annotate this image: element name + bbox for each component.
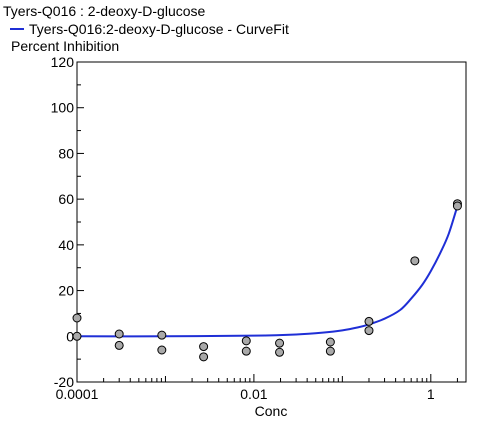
x-axis: 0.0001 0.01 1 <box>56 374 458 402</box>
y-tick-label: 40 <box>58 237 74 253</box>
data-point <box>241 346 251 356</box>
data-point <box>364 316 374 326</box>
y-tick-label: 100 <box>51 100 75 116</box>
data-point <box>275 347 285 357</box>
y-tick-label: 80 <box>58 145 74 161</box>
x-tick-label: 1 <box>427 386 435 402</box>
data-point <box>157 330 167 340</box>
data-point <box>325 346 335 356</box>
legend-entry-curvefit: Tyers-Q016:2-deoxy-D-glucose - CurveFit <box>29 21 289 37</box>
data-point <box>72 313 82 323</box>
x-tick-label: 0.0001 <box>56 386 99 402</box>
legend: Tyers-Q016:2-deoxy-D-glucose - CurveFit <box>10 21 289 37</box>
y-axis-label: Percent Inhibition <box>11 38 119 54</box>
data-point <box>275 338 285 348</box>
data-point <box>114 329 124 339</box>
data-point <box>410 256 420 266</box>
plot-area <box>76 61 467 383</box>
data-point <box>157 345 167 355</box>
data-point <box>114 340 124 350</box>
y-tick-label: 0 <box>66 328 74 344</box>
data-point <box>199 342 209 352</box>
y-tick-label: -20 <box>54 374 74 390</box>
x-axis-label: Conc <box>255 403 288 419</box>
y-tick-label: 120 <box>51 54 75 70</box>
y-tick-label: 60 <box>58 191 74 207</box>
data-point <box>199 352 209 362</box>
y-axis: -20 0 20 40 60 80 100 120 <box>51 54 84 390</box>
data-point <box>325 337 335 347</box>
data-point <box>72 331 82 341</box>
data-points <box>72 199 462 362</box>
chart-title: Tyers-Q016 : 2-deoxy-D-glucose <box>3 3 206 19</box>
x-tick-label: 0.01 <box>240 386 267 402</box>
y-tick-label: 20 <box>58 283 74 299</box>
data-point <box>364 326 374 336</box>
data-point <box>241 336 251 346</box>
data-point <box>452 201 462 211</box>
